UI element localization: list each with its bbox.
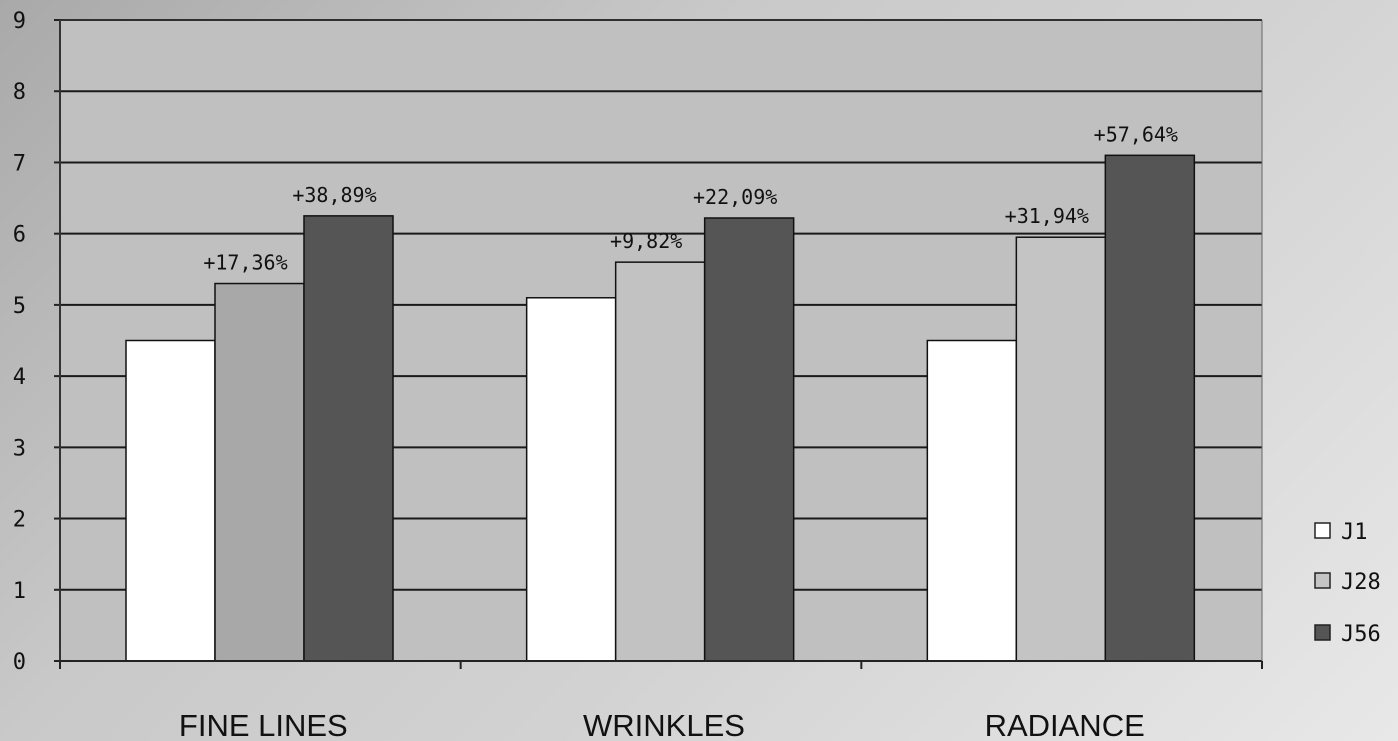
data-label: +38,89% [292,183,376,207]
legend: J1 J28 J56 [1314,520,1381,647]
bar-j28 [214,282,305,662]
legend-swatch-j1 [1314,522,1331,539]
x-category-label: FINE LINES [179,708,348,741]
bar-j56 [303,215,394,662]
bar-j1 [525,297,617,662]
y-tick-label: 1 [13,579,26,604]
data-label: +57,64% [1094,122,1178,146]
legend-swatch-j56 [1314,624,1331,641]
bar-j1 [125,339,216,662]
data-label: +9,82% [610,229,682,253]
y-tick-label: 0 [13,650,26,675]
data-label: +22,09% [693,185,777,209]
y-tick-label: 2 [13,508,26,533]
axes: 0 1 2 3 4 5 6 7 8 9 FINE LINES WRINKLES RADIANCE [13,9,1263,741]
y-tick-label: 8 [13,80,26,105]
data-label: +17,36% [203,251,287,275]
y-tick-label: 9 [13,9,26,34]
data-labels: +17,36% +38,89% +9,82% +22,09% +31,94% +57,64… [203,122,1178,274]
legend-label: J28 [1341,570,1381,595]
data-label: +31,94% [1005,204,1089,228]
x-category-label: RADIANCE [985,708,1145,741]
bar-j28 [614,261,706,662]
bars [125,154,1196,662]
legend-swatch-j28 [1314,572,1331,589]
legend-label: J56 [1341,622,1381,647]
x-category-label: WRINKLES [583,708,745,741]
y-tick-label: 6 [13,223,26,248]
bar-j56 [1104,154,1196,662]
bar-j56 [703,217,795,662]
bar-j1 [926,339,1018,662]
legend-label: J1 [1341,520,1368,545]
y-tick-label: 5 [13,294,26,319]
y-tick-label: 4 [13,365,26,390]
bar-j28 [1015,236,1107,662]
y-tick-label: 7 [13,151,26,176]
y-tick-label: 3 [13,436,26,461]
